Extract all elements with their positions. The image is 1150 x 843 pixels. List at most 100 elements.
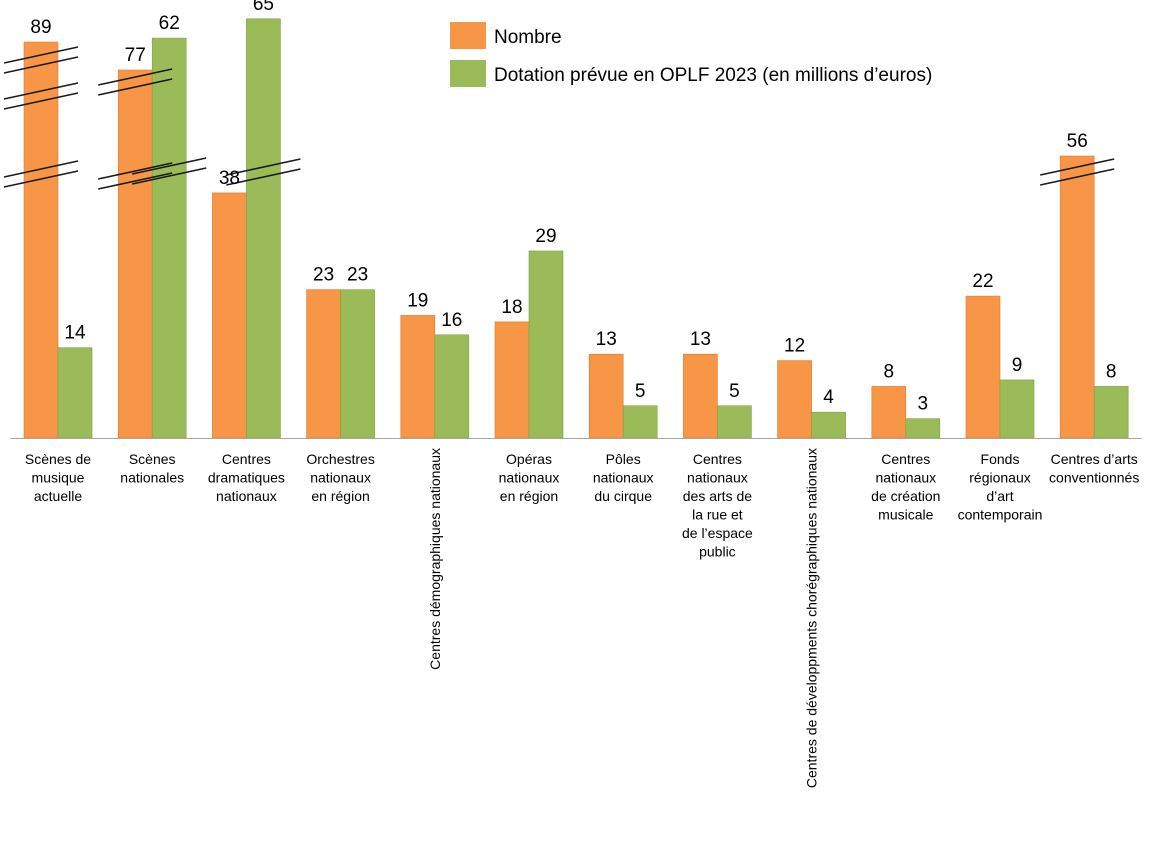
legend: Nombre Dotation prévue en OPLF 2023 (en m… bbox=[450, 22, 932, 87]
value-label-dotation-1: 62 bbox=[159, 13, 180, 34]
bar-dotation-7 bbox=[717, 405, 752, 439]
axis-break-line bbox=[98, 162, 173, 180]
axis-break-line bbox=[3, 160, 79, 178]
value-label-dotation-10: 9 bbox=[1012, 355, 1023, 376]
category-label-7-line-5: public bbox=[699, 544, 736, 560]
value-label-nombre-8: 12 bbox=[784, 336, 805, 357]
category-label-1-line-1: nationales bbox=[120, 470, 184, 486]
category-label-9-line-3: musicale bbox=[878, 507, 933, 523]
category-label-10-line-3: contemporain bbox=[958, 507, 1043, 523]
category-label-8: Centres de développments chorégraphiques… bbox=[804, 448, 820, 788]
category-label-6-line-1: nationaux bbox=[593, 470, 654, 486]
bar-nombre-9 bbox=[871, 386, 907, 439]
axis-break-line bbox=[132, 167, 207, 185]
value-label-dotation-0: 14 bbox=[64, 323, 86, 344]
bar-dotation-4 bbox=[434, 334, 470, 439]
bar-nombre-6 bbox=[588, 353, 624, 439]
category-label-1-line-0: Scènes bbox=[129, 451, 176, 467]
category-label-7-line-2: des arts de bbox=[683, 488, 752, 504]
bar-nombre-7 bbox=[683, 353, 718, 439]
value-label-nombre-4: 19 bbox=[407, 290, 428, 311]
category-label-7-line-0: Centres bbox=[693, 451, 742, 467]
category-label-3-line-2: en région bbox=[311, 488, 369, 504]
bar-nombre-0 bbox=[23, 41, 59, 439]
value-label-dotation-2: 65 bbox=[253, 0, 274, 15]
category-label-6-line-0: Pôles bbox=[606, 451, 641, 467]
category-label-2-line-0: Centres bbox=[222, 451, 271, 467]
value-label-nombre-3: 23 bbox=[313, 265, 334, 286]
bar-dotation-10 bbox=[999, 379, 1035, 439]
bar-dotation-3 bbox=[340, 289, 375, 439]
category-labels: Scènes de musique actuelle Scènes nationales… bbox=[25, 448, 1139, 788]
value-label-dotation-4: 16 bbox=[441, 310, 462, 331]
axis-break-line bbox=[1040, 158, 1115, 176]
axis-break-line bbox=[3, 82, 79, 100]
axis-break-marks bbox=[3, 46, 1115, 190]
legend-swatch-nombre bbox=[450, 22, 486, 49]
value-label-nombre-10: 22 bbox=[972, 271, 993, 292]
bar-dotation-2 bbox=[246, 18, 281, 439]
value-label-nombre-7: 13 bbox=[690, 329, 711, 350]
category-label-5-line-1: nationaux bbox=[499, 470, 560, 486]
category-label-10-line-0: Fonds bbox=[981, 451, 1020, 467]
value-label-dotation-7: 5 bbox=[729, 381, 740, 402]
value-label-dotation-8: 4 bbox=[823, 387, 834, 408]
legend-swatch-dotation bbox=[450, 60, 486, 87]
bar-nombre-11 bbox=[1059, 155, 1095, 439]
category-label-7-line-1: nationaux bbox=[687, 470, 748, 486]
category-label-3-line-0: Orchestres bbox=[306, 451, 374, 467]
bar-nombre-3 bbox=[306, 289, 341, 439]
value-label-dotation-11: 8 bbox=[1106, 361, 1117, 382]
value-label-dotation-5: 29 bbox=[535, 226, 556, 247]
category-label-9-line-0: Centres bbox=[881, 451, 930, 467]
bar-nombre-4 bbox=[400, 315, 436, 439]
axis-break-line bbox=[132, 157, 207, 175]
category-label-9-line-2: de création bbox=[871, 488, 940, 504]
category-label-11-line-1: conventionnés bbox=[1049, 470, 1139, 486]
bar-nombre-1 bbox=[117, 69, 153, 439]
value-label-nombre-5: 18 bbox=[501, 297, 522, 318]
value-label-nombre-11: 56 bbox=[1067, 131, 1088, 152]
bar-dotation-5 bbox=[528, 250, 564, 439]
category-label-10-line-1: régionaux bbox=[969, 470, 1031, 486]
category-label-0-line-0: Scènes de bbox=[25, 451, 91, 467]
axis-break-line bbox=[3, 56, 79, 74]
bar-dotation-8 bbox=[811, 411, 846, 439]
value-label-nombre-9: 8 bbox=[884, 361, 895, 382]
category-label-5-line-2: en région bbox=[500, 488, 558, 504]
category-label-0-line-1: musique bbox=[32, 470, 85, 486]
value-label-nombre-0: 89 bbox=[30, 17, 51, 38]
axis-break-line bbox=[3, 170, 79, 188]
category-label-2-line-1: dramatiques bbox=[208, 470, 285, 486]
axis-break-line bbox=[226, 158, 301, 176]
bar-nombre-10 bbox=[965, 295, 1001, 439]
category-label-10-line-2: d’art bbox=[986, 488, 1013, 504]
axis-break-line bbox=[1040, 168, 1115, 186]
category-label-0-line-2: actuelle bbox=[34, 488, 82, 504]
bar-nombre-8 bbox=[777, 360, 812, 439]
category-label-9-line-1: nationaux bbox=[875, 470, 936, 486]
legend-label-dotation: Dotation prévue en OPLF 2023 (en million… bbox=[494, 65, 932, 86]
value-label-nombre-6: 13 bbox=[596, 329, 617, 350]
bar-dotation-9 bbox=[905, 418, 941, 439]
bar-dotation-11 bbox=[1093, 386, 1129, 439]
bar-dotation-1 bbox=[151, 37, 187, 439]
axis-break-line bbox=[98, 172, 173, 190]
axis-break-line bbox=[98, 68, 173, 86]
value-labels: 89 77 38 23 19 18 13 13 12 8 22 56 14 62 65 23 16 29 5 5 4 3 9… bbox=[30, 0, 1116, 415]
category-label-7-line-3: la rue et bbox=[692, 507, 743, 523]
value-label-nombre-1: 77 bbox=[125, 45, 146, 66]
category-label-5-line-0: Opéras bbox=[506, 451, 552, 467]
category-label-6-line-2: du cirque bbox=[594, 488, 652, 504]
axis-break-line bbox=[3, 92, 79, 110]
bars-layer bbox=[23, 18, 1129, 439]
bar-dotation-0 bbox=[57, 347, 93, 439]
category-label-7-line-4: de l’espace bbox=[682, 525, 753, 541]
value-label-dotation-9: 3 bbox=[918, 394, 929, 415]
value-label-nombre-2: 38 bbox=[219, 168, 240, 189]
legend-label-nombre: Nombre bbox=[494, 27, 562, 48]
category-label-3-line-1: nationaux bbox=[310, 470, 371, 486]
category-label-2-line-2: nationaux bbox=[216, 488, 277, 504]
axis-break-line bbox=[226, 168, 301, 186]
